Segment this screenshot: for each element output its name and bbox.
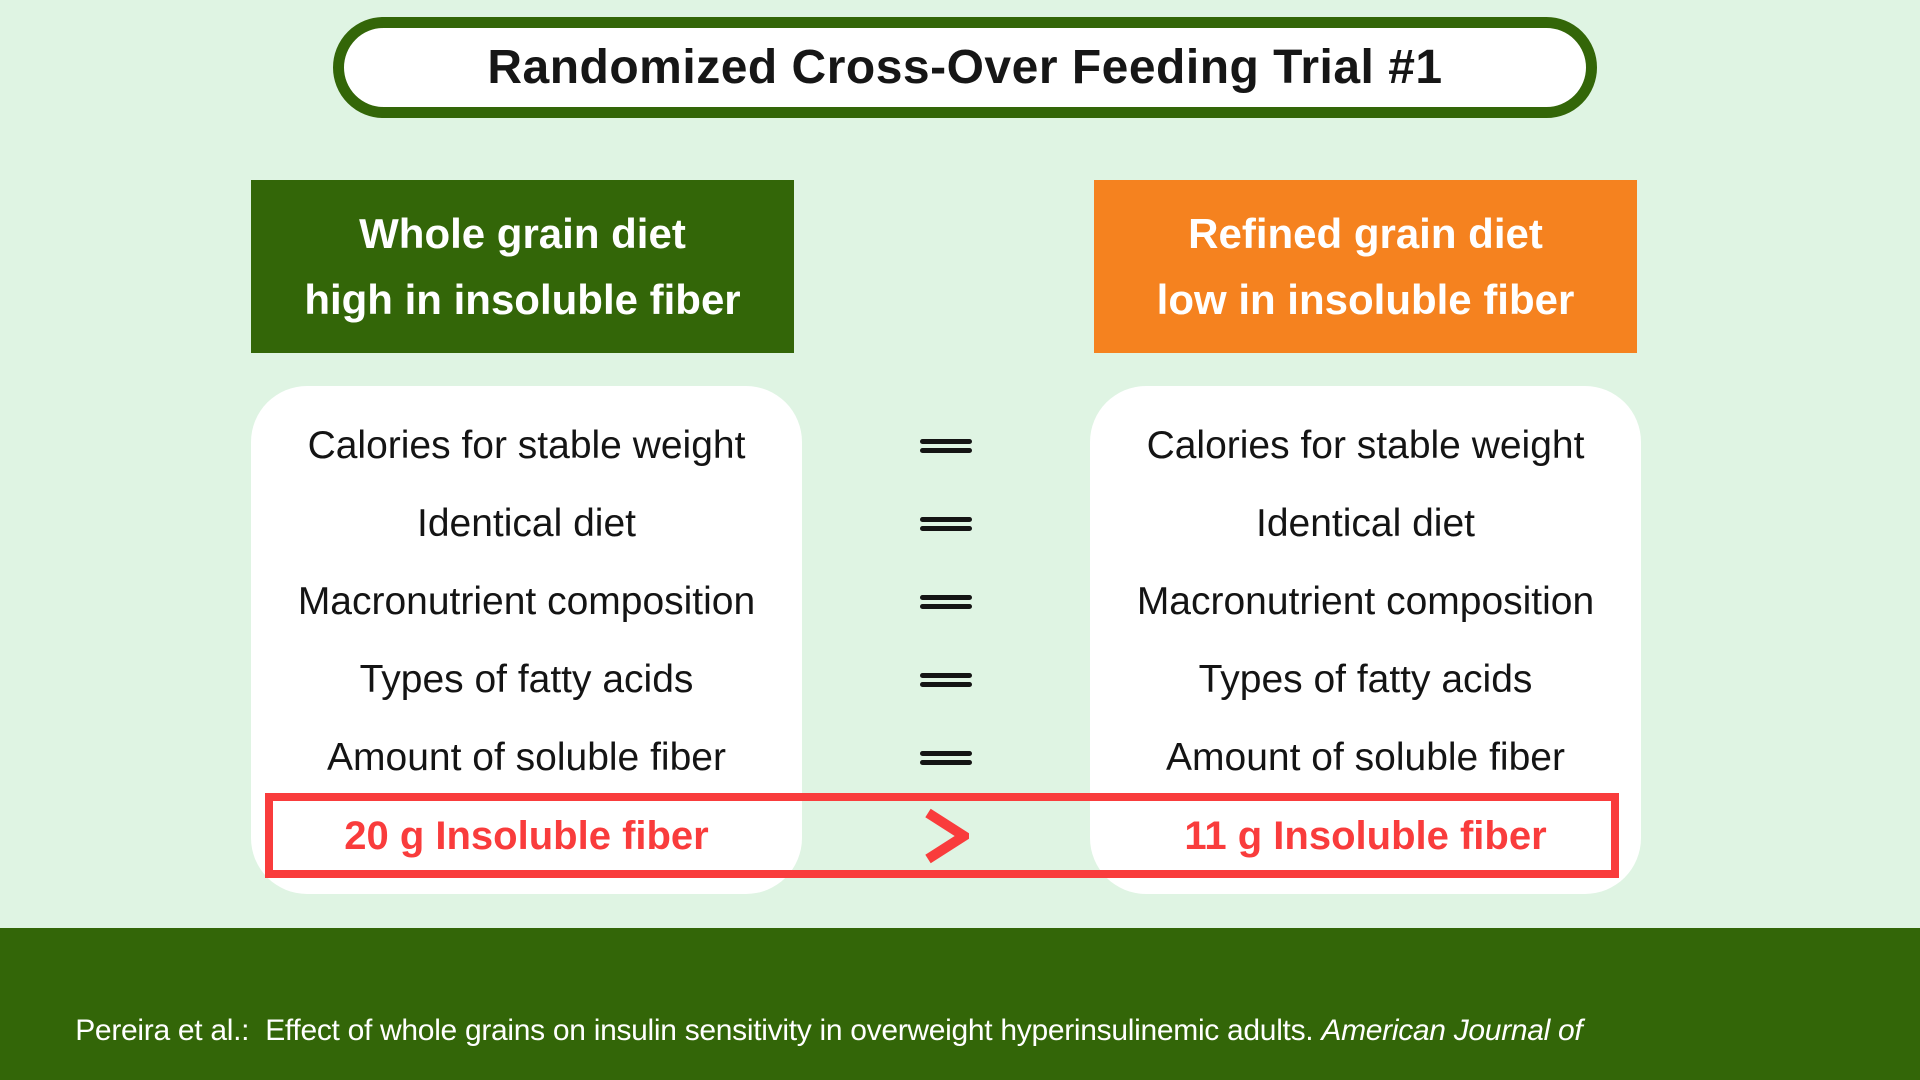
citation-line-1: Pereira et al.: Effect of whole grains o… bbox=[27, 956, 1893, 1080]
diet-header-line1: Whole grain diet bbox=[359, 209, 686, 257]
whole-grain-card: Calories for stable weight Identical die… bbox=[251, 386, 802, 894]
diet-header-refined-grain: Refined grain diet low in insoluble fibe… bbox=[1094, 180, 1637, 353]
diet-header-whole-grain: Whole grain diet high in insoluble fiber bbox=[251, 180, 794, 353]
citation-footer: Pereira et al.: Effect of whole grains o… bbox=[0, 928, 1920, 1080]
diet-header-line2: high in insoluble fiber bbox=[304, 275, 741, 323]
list-item: Identical diet bbox=[417, 502, 636, 545]
citation-journal-name: American Journal of bbox=[1321, 1014, 1583, 1047]
equals-icon bbox=[920, 590, 972, 614]
list-item: Identical diet bbox=[1256, 502, 1475, 545]
equals-icon bbox=[920, 668, 972, 692]
list-item: Calories for stable weight bbox=[1146, 424, 1585, 467]
list-item: Amount of soluble fiber bbox=[327, 736, 726, 779]
list-item: Amount of soluble fiber bbox=[1166, 736, 1565, 779]
list-item: Macronutrient composition bbox=[297, 580, 756, 623]
diet-header-line2: low in insoluble fiber bbox=[1156, 275, 1575, 323]
list-item: Types of fatty acids bbox=[1198, 658, 1533, 701]
page-title: Randomized Cross-Over Feeding Trial #1 bbox=[487, 41, 1443, 94]
equals-icon bbox=[920, 434, 972, 458]
equals-icon bbox=[920, 746, 972, 770]
list-item: Types of fatty acids bbox=[359, 658, 694, 701]
list-item: Calories for stable weight bbox=[307, 424, 746, 467]
highlight-outline bbox=[265, 793, 1619, 878]
list-item: Macronutrient composition bbox=[1136, 580, 1595, 623]
citation-text: Pereira et al.: Effect of whole grains o… bbox=[75, 1014, 1322, 1047]
title-pill: Randomized Cross-Over Feeding Trial #1 bbox=[333, 17, 1597, 118]
insoluble-fiber-right-value: 11 g Insoluble fiber bbox=[1184, 813, 1547, 858]
equals-icon bbox=[920, 512, 972, 536]
diet-header-line1: Refined grain diet bbox=[1188, 209, 1543, 257]
refined-grain-card: Calories for stable weight Identical die… bbox=[1090, 386, 1641, 894]
insoluble-fiber-left-value: 20 g Insoluble fiber bbox=[344, 813, 709, 858]
operator-column bbox=[802, 386, 1090, 894]
greater-than-icon bbox=[925, 808, 969, 864]
